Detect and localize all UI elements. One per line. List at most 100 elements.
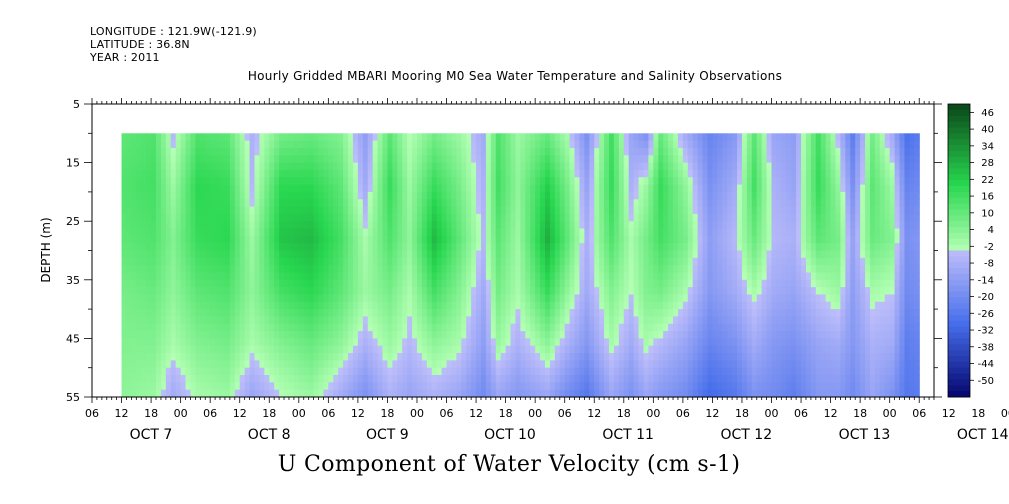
heatmap-cell	[653, 353, 659, 361]
heatmap-cell	[121, 250, 128, 259]
heatmap-cell	[264, 345, 270, 354]
heatmap-cell	[520, 389, 526, 398]
heatmap-cell	[515, 133, 521, 142]
heatmap-cell	[362, 221, 369, 230]
heatmap-cell	[559, 155, 566, 164]
heatmap-cell	[525, 323, 531, 332]
heatmap-cell	[643, 287, 650, 296]
heatmap-cell	[618, 147, 625, 156]
heatmap-cell	[682, 279, 689, 288]
heatmap-cell	[244, 265, 251, 274]
heatmap-cell	[387, 265, 393, 274]
heatmap-cell	[264, 213, 270, 222]
heatmap-cell	[776, 250, 782, 259]
heatmap-cell	[559, 221, 566, 230]
heatmap-cell	[318, 257, 325, 266]
heatmap-cell	[348, 389, 354, 398]
heatmap-cell	[535, 162, 541, 171]
heatmap-cell	[574, 338, 581, 347]
heatmap-cell	[613, 221, 620, 230]
heatmap-cell	[727, 389, 733, 398]
heatmap-cell	[801, 199, 807, 208]
heatmap-cell	[633, 375, 640, 383]
heatmap-cell	[151, 140, 157, 149]
heatmap-cell	[456, 331, 462, 339]
heatmap-cell	[746, 367, 753, 376]
heatmap-cell	[269, 177, 275, 186]
heatmap-cell	[673, 221, 679, 230]
heatmap-cell	[274, 345, 280, 354]
heatmap-cell	[412, 265, 418, 274]
heatmap-cell	[786, 382, 792, 391]
heatmap-cell	[717, 162, 723, 171]
heatmap-cell	[604, 287, 610, 296]
heatmap-cell	[121, 287, 128, 296]
heatmap-cell	[407, 155, 413, 164]
heatmap-cell	[766, 177, 773, 186]
heatmap-cell	[485, 169, 492, 178]
heatmap-cell	[151, 199, 157, 208]
heatmap-cell	[377, 199, 384, 208]
heatmap-cell	[229, 235, 236, 244]
heatmap-cell	[387, 345, 393, 354]
heatmap-cell	[298, 287, 305, 296]
heatmap-cell	[540, 375, 546, 383]
heatmap-cell	[549, 316, 556, 325]
heatmap-cell	[569, 272, 576, 281]
heatmap-cell	[594, 353, 600, 361]
heatmap-cell	[717, 265, 723, 274]
heatmap-cell	[466, 213, 472, 222]
heatmap-cell	[643, 272, 650, 281]
heatmap-cell	[441, 287, 448, 296]
heatmap-cell	[156, 375, 162, 383]
heatmap-cell	[510, 316, 517, 325]
heatmap-cell	[741, 360, 748, 369]
heatmap-cell	[392, 309, 398, 318]
heatmap-cell	[348, 235, 354, 244]
heatmap-cell	[146, 338, 152, 347]
heatmap-cell	[259, 147, 265, 156]
heatmap-cell	[367, 309, 374, 318]
heatmap-cell	[756, 272, 763, 281]
heatmap-cell	[456, 353, 462, 361]
heatmap-cell	[554, 199, 561, 208]
heatmap-cell	[441, 221, 448, 230]
heatmap-cell	[623, 155, 630, 164]
heatmap-cell	[303, 309, 310, 318]
heatmap-cell	[554, 177, 561, 186]
heatmap-cell	[466, 316, 472, 325]
heatmap-cell	[741, 338, 748, 347]
heatmap-cell	[485, 133, 492, 142]
heatmap-cell	[569, 367, 576, 376]
heatmap-cell	[328, 191, 334, 200]
heatmap-cell	[510, 133, 517, 142]
heatmap-cell	[126, 367, 132, 376]
heatmap-cell	[205, 360, 211, 369]
heatmap-cell	[328, 331, 334, 339]
heatmap-cell	[215, 287, 221, 296]
heatmap-cell	[224, 257, 231, 266]
heatmap-cell	[323, 375, 329, 383]
heatmap-cell	[205, 265, 211, 274]
heatmap-cell	[569, 250, 576, 259]
heatmap-cell	[421, 133, 428, 142]
heatmap-cell	[510, 243, 517, 252]
heatmap-cell	[121, 235, 128, 244]
heatmap-cell	[545, 133, 551, 142]
heatmap-cell	[535, 169, 541, 178]
heatmap-cell	[239, 140, 246, 149]
heatmap-cell	[397, 382, 403, 391]
heatmap-cell	[618, 316, 625, 325]
heatmap-cell	[500, 287, 507, 296]
heatmap-cell	[658, 294, 664, 303]
heatmap-cell	[156, 345, 162, 354]
heatmap-cell	[712, 367, 718, 376]
heatmap-cell	[707, 375, 714, 383]
heatmap-cell	[367, 323, 374, 332]
heatmap-cell	[495, 199, 502, 208]
heatmap-cell	[761, 235, 768, 244]
heatmap-cell	[377, 389, 384, 398]
heatmap-cell	[308, 155, 315, 164]
heatmap-cell	[500, 133, 507, 142]
heatmap-cell	[352, 287, 359, 296]
